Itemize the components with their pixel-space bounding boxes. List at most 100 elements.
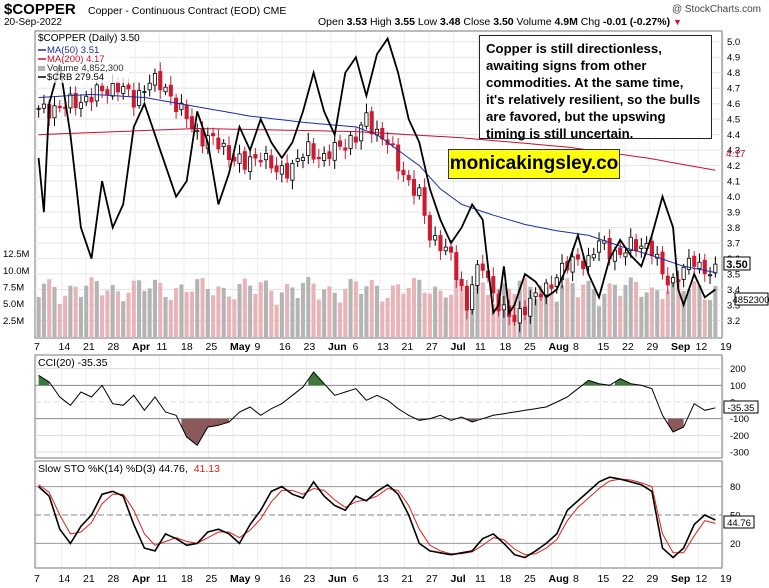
volume-bar (52, 287, 57, 337)
candle-body (73, 92, 78, 109)
volume-bar (274, 304, 279, 337)
candle-body (401, 169, 406, 176)
candle-body (570, 256, 575, 273)
volume-bar (41, 283, 46, 337)
legend-price: $COPPER (Daily) 3.50 (38, 33, 140, 44)
volume-bar (353, 281, 358, 337)
candle-body (131, 90, 136, 108)
candle-body (470, 284, 475, 310)
x-tick-label: 16 (279, 573, 291, 585)
candle-body (353, 136, 358, 143)
sto-tag-text: 44.76 (727, 518, 751, 529)
volume-bar (565, 278, 570, 337)
sto-tag: 44.76 (723, 515, 755, 529)
candle-body (84, 95, 89, 103)
volume-bar (105, 290, 110, 337)
volume-bar (63, 295, 68, 337)
x-tick-label: 6 (353, 341, 359, 353)
volume-bar (549, 293, 554, 337)
volume-bar (660, 298, 665, 337)
price-tick-label: 3.9 (727, 208, 740, 219)
candle-body (184, 104, 189, 120)
down-arrow-icon: ▼ (673, 17, 682, 27)
volume-bar (692, 281, 697, 337)
candle-body (649, 240, 654, 257)
candle-body (216, 137, 221, 150)
candle-body (681, 266, 686, 280)
volume-bar (411, 277, 417, 337)
x-tick-label: 6 (353, 573, 359, 585)
price-tick-label: 4.3 (727, 146, 740, 157)
price-legend: $COPPER (Daily) 3.50 MA(50) 3.51 MA(200)… (37, 33, 140, 83)
candle-body (422, 187, 427, 216)
x-tick-label: Apr (132, 341, 150, 353)
volume-bar (78, 297, 83, 337)
x-tick-label: 21 (402, 573, 414, 585)
x-tick-label: 11 (157, 341, 168, 353)
volume-bar (258, 282, 263, 337)
x-tick-label: 28 (108, 341, 120, 353)
volume-bar (422, 292, 427, 337)
candle-body (94, 84, 99, 102)
volume-bar (618, 295, 623, 337)
sto-k-line (38, 476, 716, 559)
candle-body (279, 165, 284, 175)
x-tick-label: 29 (647, 573, 659, 585)
candle-body (581, 260, 586, 270)
legend-volume: Volume 4,852,300 (47, 63, 124, 74)
candle-body (697, 261, 702, 269)
volume-bar (168, 299, 173, 337)
volume-bar (152, 279, 157, 337)
candle-body (618, 247, 623, 255)
x-tick-label: 19 (720, 341, 732, 353)
candle-body (522, 306, 528, 316)
candle-body (306, 141, 311, 157)
volume-bar (126, 292, 131, 337)
volume-bar (147, 288, 152, 337)
volume-bar (306, 277, 311, 337)
x-tick-label: 21 (83, 573, 95, 585)
volume-bar (332, 292, 337, 337)
x-tick-label: 18 (500, 341, 512, 353)
candle-body (211, 133, 216, 137)
x-tick-label: 9 (255, 341, 261, 353)
volume-bar (671, 279, 676, 337)
x-tick-label: 29 (647, 341, 659, 353)
candle-body (158, 71, 163, 91)
candle-body (168, 84, 173, 97)
volume-bar (665, 290, 670, 337)
volume-bar (36, 297, 41, 337)
volume-bar (433, 286, 438, 337)
volume-bar (628, 277, 633, 337)
volume-bar (380, 301, 385, 337)
x-tick-label: May (230, 573, 251, 585)
volume-bar (253, 294, 258, 337)
volume-bar (454, 281, 459, 337)
volume-bar (538, 288, 543, 337)
volume-tick-label: 2.5M (3, 316, 24, 327)
legend-ma200: MA(200) 4.17 (47, 54, 105, 65)
candle-body (533, 292, 538, 298)
volume-bar (364, 286, 369, 337)
candle-body (686, 257, 691, 270)
x-tick-label: 18 (181, 341, 193, 353)
volume-bar (221, 287, 226, 337)
volume-bar (559, 285, 565, 337)
volume-bar (316, 299, 321, 337)
candle-body (369, 111, 374, 135)
candle-body (269, 155, 274, 169)
candle-body (163, 86, 168, 93)
price-tick-label: 3.5 (727, 270, 740, 281)
candle-body (100, 85, 105, 92)
x-tick-label: 19 (720, 573, 732, 585)
volume-bar (390, 285, 395, 337)
volume-bar (211, 295, 216, 337)
symbol-title: $COPPER (4, 1, 76, 18)
candle-body (110, 83, 115, 97)
volume-bar (163, 296, 168, 337)
candle-body (639, 245, 644, 249)
candle-body (263, 153, 269, 161)
volume-bar (184, 291, 189, 337)
candle-body (142, 91, 147, 94)
volume-bar (655, 290, 660, 337)
